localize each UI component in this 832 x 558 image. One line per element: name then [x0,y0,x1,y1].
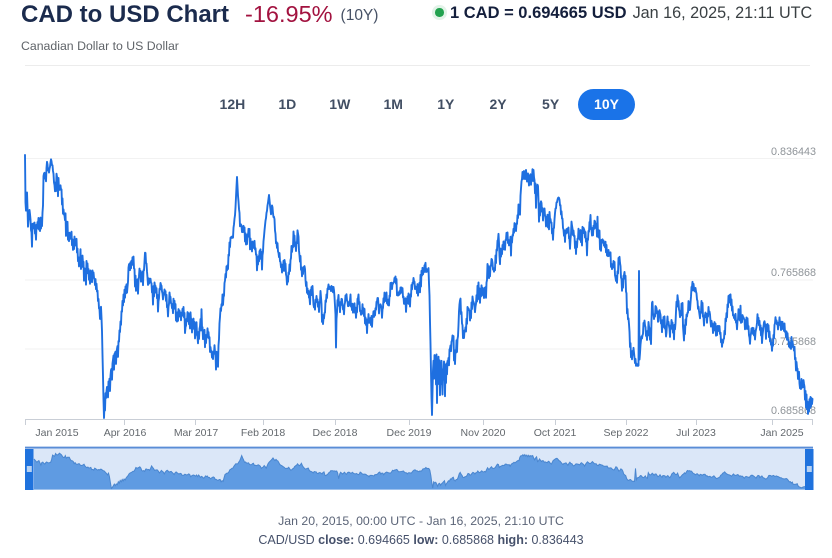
svg-text:Dec 2018: Dec 2018 [313,427,358,439]
svg-text:Oct 2021: Oct 2021 [534,427,577,439]
svg-text:0.685868: 0.685868 [771,405,816,417]
svg-text:Dec 2019: Dec 2019 [387,427,432,439]
svg-text:Jan 2015: Jan 2015 [35,427,78,439]
svg-text:Nov 2020: Nov 2020 [461,427,506,439]
svg-text:Apr 2016: Apr 2016 [104,427,147,439]
svg-text:Jan 2025: Jan 2025 [760,427,803,439]
svg-text:0.765868: 0.765868 [771,267,816,279]
svg-text:0.836443: 0.836443 [771,146,816,158]
svg-text:Feb 2018: Feb 2018 [241,427,286,439]
svg-text:Sep 2022: Sep 2022 [604,427,649,439]
svg-text:Mar 2017: Mar 2017 [174,427,219,439]
svg-text:Jul 2023: Jul 2023 [676,427,716,439]
